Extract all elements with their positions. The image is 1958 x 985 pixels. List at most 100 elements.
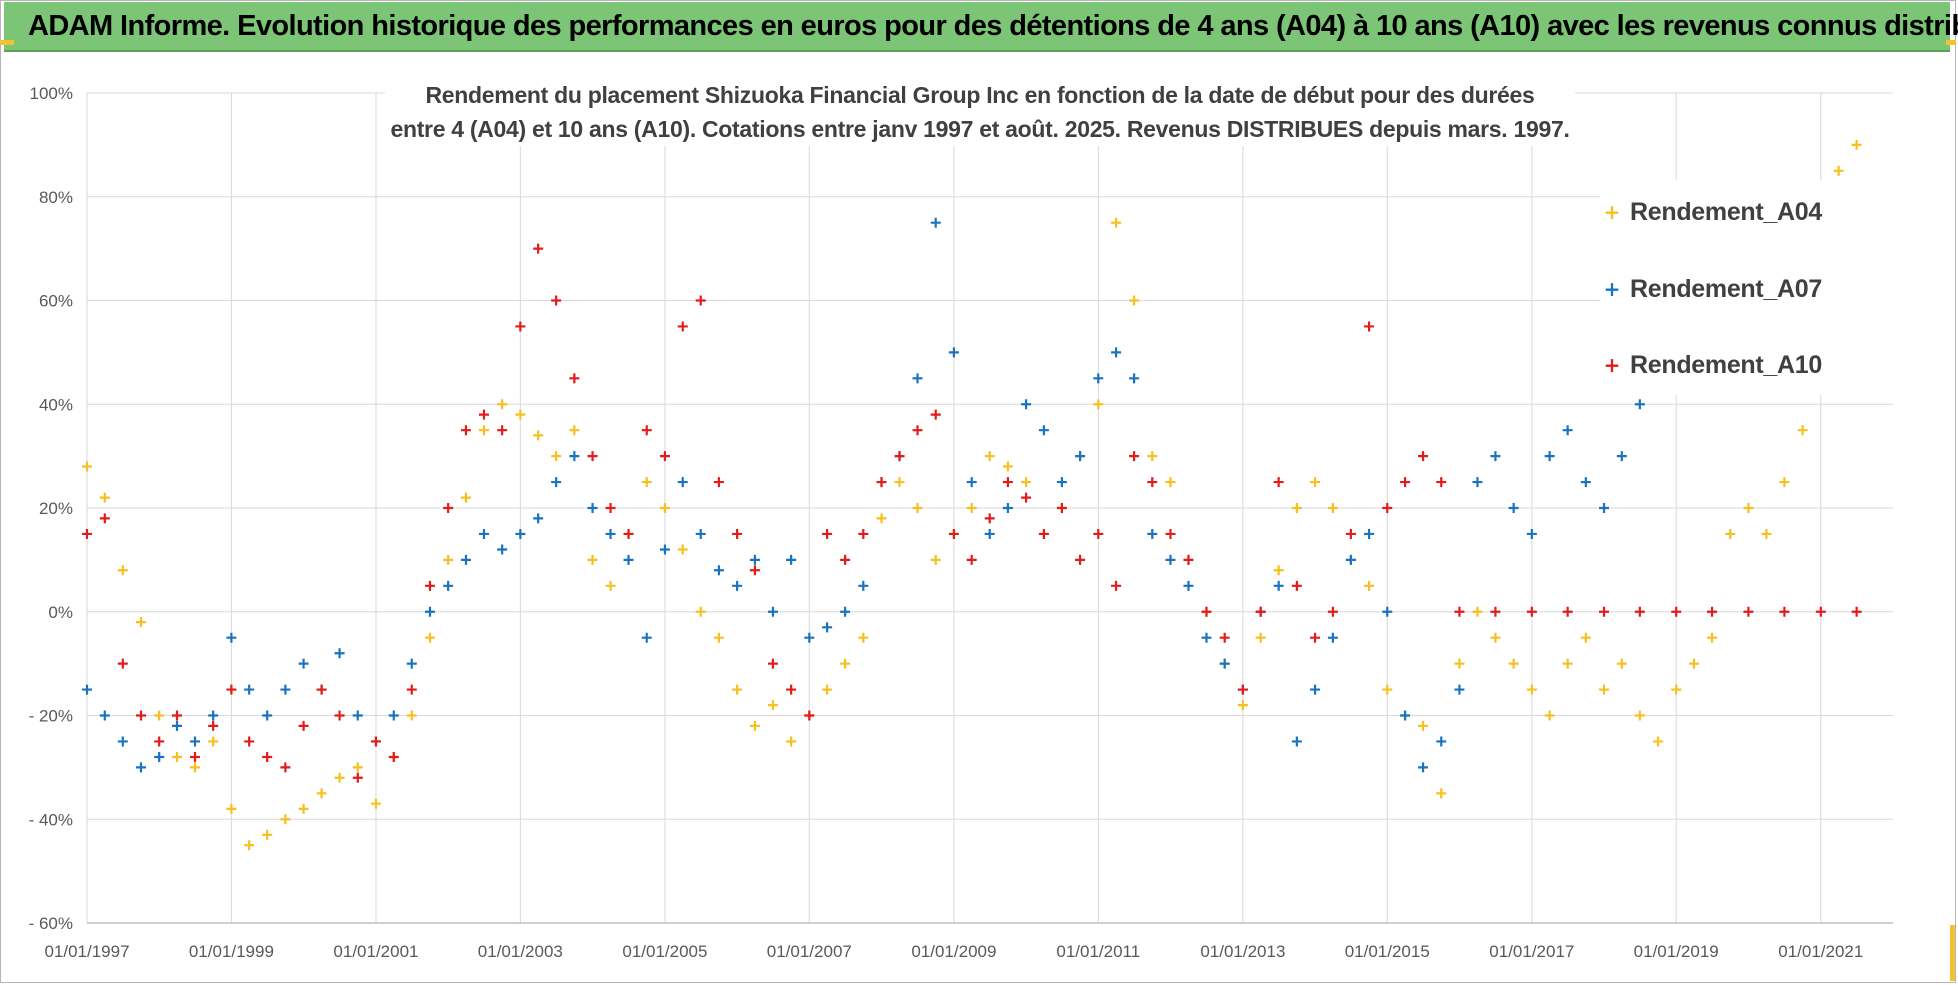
data-point [1201, 632, 1212, 643]
data-point [1129, 295, 1140, 306]
data-point [1237, 684, 1248, 695]
data-point [370, 736, 381, 747]
data-point [1147, 451, 1158, 462]
data-point [659, 544, 670, 555]
data-point [226, 684, 237, 695]
x-tick-label: 01/01/1999 [189, 942, 274, 961]
data-point [388, 752, 399, 762]
data-point [551, 295, 562, 306]
data-point [822, 528, 833, 539]
data-point [713, 632, 724, 643]
data-point [822, 622, 833, 633]
data-point [1255, 606, 1266, 617]
data-point [1147, 528, 1158, 539]
data-point [497, 544, 508, 555]
data-point [1454, 684, 1465, 695]
data-point [984, 513, 995, 524]
y-tick-label: 0% [48, 603, 73, 622]
data-point [948, 528, 959, 539]
data-point [497, 399, 508, 410]
data-point [1634, 710, 1645, 721]
data-point [478, 409, 489, 420]
data-point [226, 632, 237, 643]
y-tick-label: - 40% [29, 810, 73, 829]
data-point [1255, 632, 1266, 643]
data-point [1056, 503, 1067, 513]
data-point [966, 503, 977, 513]
data-point [786, 736, 797, 747]
data-point [1436, 477, 1447, 488]
data-point [1526, 606, 1537, 617]
data-point [1002, 461, 1013, 472]
data-point [533, 243, 544, 254]
y-tick-label: - 20% [29, 707, 73, 726]
data-point [1364, 528, 1375, 539]
data-point [316, 684, 327, 695]
data-point [1599, 503, 1610, 513]
data-point [695, 528, 706, 539]
data-point [1310, 684, 1321, 695]
data-point [280, 814, 291, 825]
data-point [406, 684, 417, 695]
data-point [1490, 451, 1501, 462]
data-point [1219, 658, 1230, 669]
data-point [966, 554, 977, 565]
data-point [641, 632, 652, 643]
legend-marker-a07: + [1603, 277, 1621, 301]
chart-title-line-1: Rendement du placement Shizuoka Financia… [425, 82, 1535, 108]
data-point [460, 554, 471, 565]
data-point [117, 658, 128, 669]
chart-legend: + Rendement_A04 + Rendement_A07 + Rendem… [1600, 180, 1896, 395]
data-point [1616, 451, 1627, 462]
data-point [1075, 554, 1086, 565]
data-point [1689, 658, 1700, 669]
x-tick-label: 01/01/1997 [44, 942, 129, 961]
data-point [912, 503, 923, 513]
data-point [424, 580, 435, 591]
data-point [840, 658, 851, 669]
legend-label-a07: Rendement_A07 [1630, 274, 1822, 303]
data-point [1851, 606, 1862, 617]
data-point [171, 720, 182, 731]
data-point [1562, 606, 1573, 617]
data-point [840, 606, 851, 617]
data-point [677, 321, 688, 332]
data-point [677, 544, 688, 555]
data-point [1364, 580, 1375, 591]
data-point [189, 752, 200, 762]
data-point [1310, 477, 1321, 488]
data-point [189, 736, 200, 747]
data-point [334, 710, 345, 721]
data-point [189, 762, 200, 773]
data-point [623, 528, 634, 539]
data-point [1021, 477, 1032, 488]
data-point [515, 528, 526, 539]
data-point [1436, 736, 1447, 747]
data-point [1291, 580, 1302, 591]
data-point [1599, 606, 1610, 617]
data-point [1707, 632, 1718, 643]
x-tick-label: 01/01/2007 [767, 942, 852, 961]
data-point [1779, 477, 1790, 488]
data-point [244, 736, 255, 747]
data-point [1273, 477, 1284, 488]
y-tick-label: 60% [39, 292, 73, 311]
data-point [1472, 477, 1483, 488]
data-point [804, 710, 815, 721]
data-point [1671, 606, 1682, 617]
data-point [786, 554, 797, 565]
data-point [695, 295, 706, 306]
data-point [262, 710, 273, 721]
data-point [677, 477, 688, 488]
data-point [1562, 425, 1573, 436]
data-point [171, 710, 182, 721]
data-point [82, 528, 92, 539]
data-point [262, 829, 273, 840]
data-point [858, 580, 869, 591]
data-point [82, 461, 92, 472]
data-point [443, 503, 454, 513]
data-point [262, 752, 273, 762]
data-point [930, 554, 941, 565]
data-point [154, 752, 165, 762]
data-point [822, 684, 833, 695]
